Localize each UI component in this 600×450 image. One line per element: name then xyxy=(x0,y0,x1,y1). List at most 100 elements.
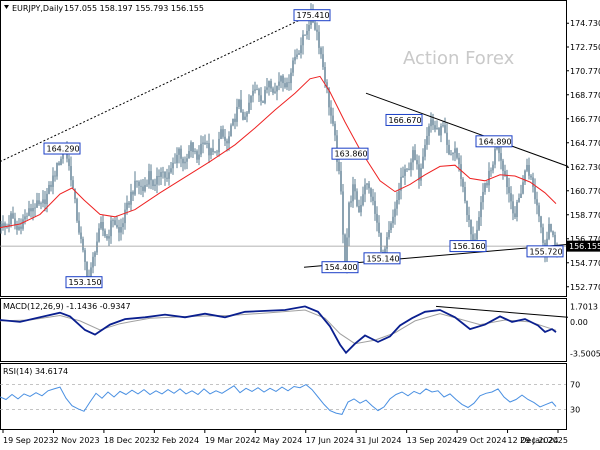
candle xyxy=(102,215,104,237)
candle xyxy=(286,77,288,91)
candle-body xyxy=(444,125,446,133)
candle-body xyxy=(180,148,182,159)
candle xyxy=(274,82,276,94)
candle xyxy=(128,200,130,208)
candle-body xyxy=(370,188,372,197)
candle-body xyxy=(354,184,356,192)
candle xyxy=(510,186,512,210)
candle xyxy=(290,68,292,91)
candle-body xyxy=(144,185,146,191)
candle xyxy=(360,196,362,217)
candle-body xyxy=(414,150,416,161)
candle xyxy=(198,145,200,166)
candle xyxy=(502,158,504,180)
candle-body xyxy=(204,142,206,144)
candle-body xyxy=(116,224,118,228)
candle xyxy=(222,125,224,139)
candle-body xyxy=(166,177,168,179)
candle xyxy=(218,131,220,157)
candle xyxy=(396,191,398,216)
candle-body xyxy=(282,75,284,84)
annotation-text: 163.860 xyxy=(335,150,368,159)
candle xyxy=(368,181,370,194)
candle xyxy=(366,183,368,190)
candle xyxy=(534,178,536,204)
candle-body xyxy=(28,208,30,216)
candle-body xyxy=(30,208,32,212)
candle-body xyxy=(452,152,454,154)
candle xyxy=(200,135,202,158)
candle xyxy=(454,141,456,162)
candle xyxy=(478,211,480,232)
candle-body xyxy=(152,180,154,187)
candle xyxy=(52,167,54,195)
price-tick-label: 152.770 xyxy=(570,283,600,292)
candle-body xyxy=(156,176,158,185)
candle xyxy=(26,212,28,220)
candle xyxy=(464,181,466,204)
candle-body xyxy=(264,89,266,103)
candle-body xyxy=(210,148,212,156)
candle-body xyxy=(340,170,342,192)
candle-body xyxy=(228,136,230,144)
annotation-box xyxy=(65,276,103,289)
candle xyxy=(80,226,82,244)
date-tick-label: 31 Jul 2024 xyxy=(356,436,401,445)
candle-body xyxy=(512,201,514,214)
candle xyxy=(112,218,114,228)
annotation-text: 166.670 xyxy=(389,116,422,125)
price-tick-label: 154.770 xyxy=(570,259,600,268)
candle xyxy=(468,206,470,228)
candle-body xyxy=(140,185,142,187)
candle-body xyxy=(508,187,510,194)
candle xyxy=(98,223,100,243)
candle xyxy=(248,94,250,115)
candle-body xyxy=(80,232,82,239)
candle-body xyxy=(426,135,428,145)
candle xyxy=(488,162,490,192)
candle-body xyxy=(168,172,170,179)
candle-body xyxy=(34,207,36,209)
candle xyxy=(224,128,226,147)
candle xyxy=(124,202,126,230)
candle xyxy=(244,111,246,120)
candle-body xyxy=(62,152,64,159)
candle-body xyxy=(112,220,114,222)
candle xyxy=(330,100,332,124)
candle-body xyxy=(270,81,272,89)
current-price-tag: 156.155 xyxy=(567,240,600,252)
candle xyxy=(264,86,266,105)
candle-body xyxy=(242,111,244,120)
candle xyxy=(208,133,210,163)
candle xyxy=(76,197,78,223)
candle-body xyxy=(256,89,258,91)
candle xyxy=(118,219,120,242)
candle-body xyxy=(94,252,96,257)
candle xyxy=(172,157,174,175)
date-tick-label: 2 May 2024 xyxy=(255,436,302,445)
candle xyxy=(542,223,544,250)
price-layer: 175.410 164.290 166.670 164.890 163.860 153.1… xyxy=(0,3,569,289)
candle-body xyxy=(236,106,238,122)
candle xyxy=(166,168,168,182)
candle-body xyxy=(472,234,474,244)
candle xyxy=(108,229,110,247)
candle xyxy=(500,143,502,170)
candle xyxy=(182,156,184,172)
candle xyxy=(162,166,164,179)
candle xyxy=(434,120,436,133)
candle xyxy=(390,221,392,233)
candle xyxy=(20,218,22,235)
candle xyxy=(214,150,216,154)
candle-body xyxy=(454,148,456,153)
candle-body xyxy=(344,234,346,271)
candle-body xyxy=(482,191,484,203)
candle-body xyxy=(308,24,310,31)
candle-body xyxy=(408,168,410,170)
candle-body xyxy=(148,171,150,185)
candle-body xyxy=(96,241,98,253)
candle xyxy=(56,162,58,180)
annotation-box xyxy=(475,135,513,148)
candle-body xyxy=(10,213,12,225)
candle xyxy=(266,77,268,94)
